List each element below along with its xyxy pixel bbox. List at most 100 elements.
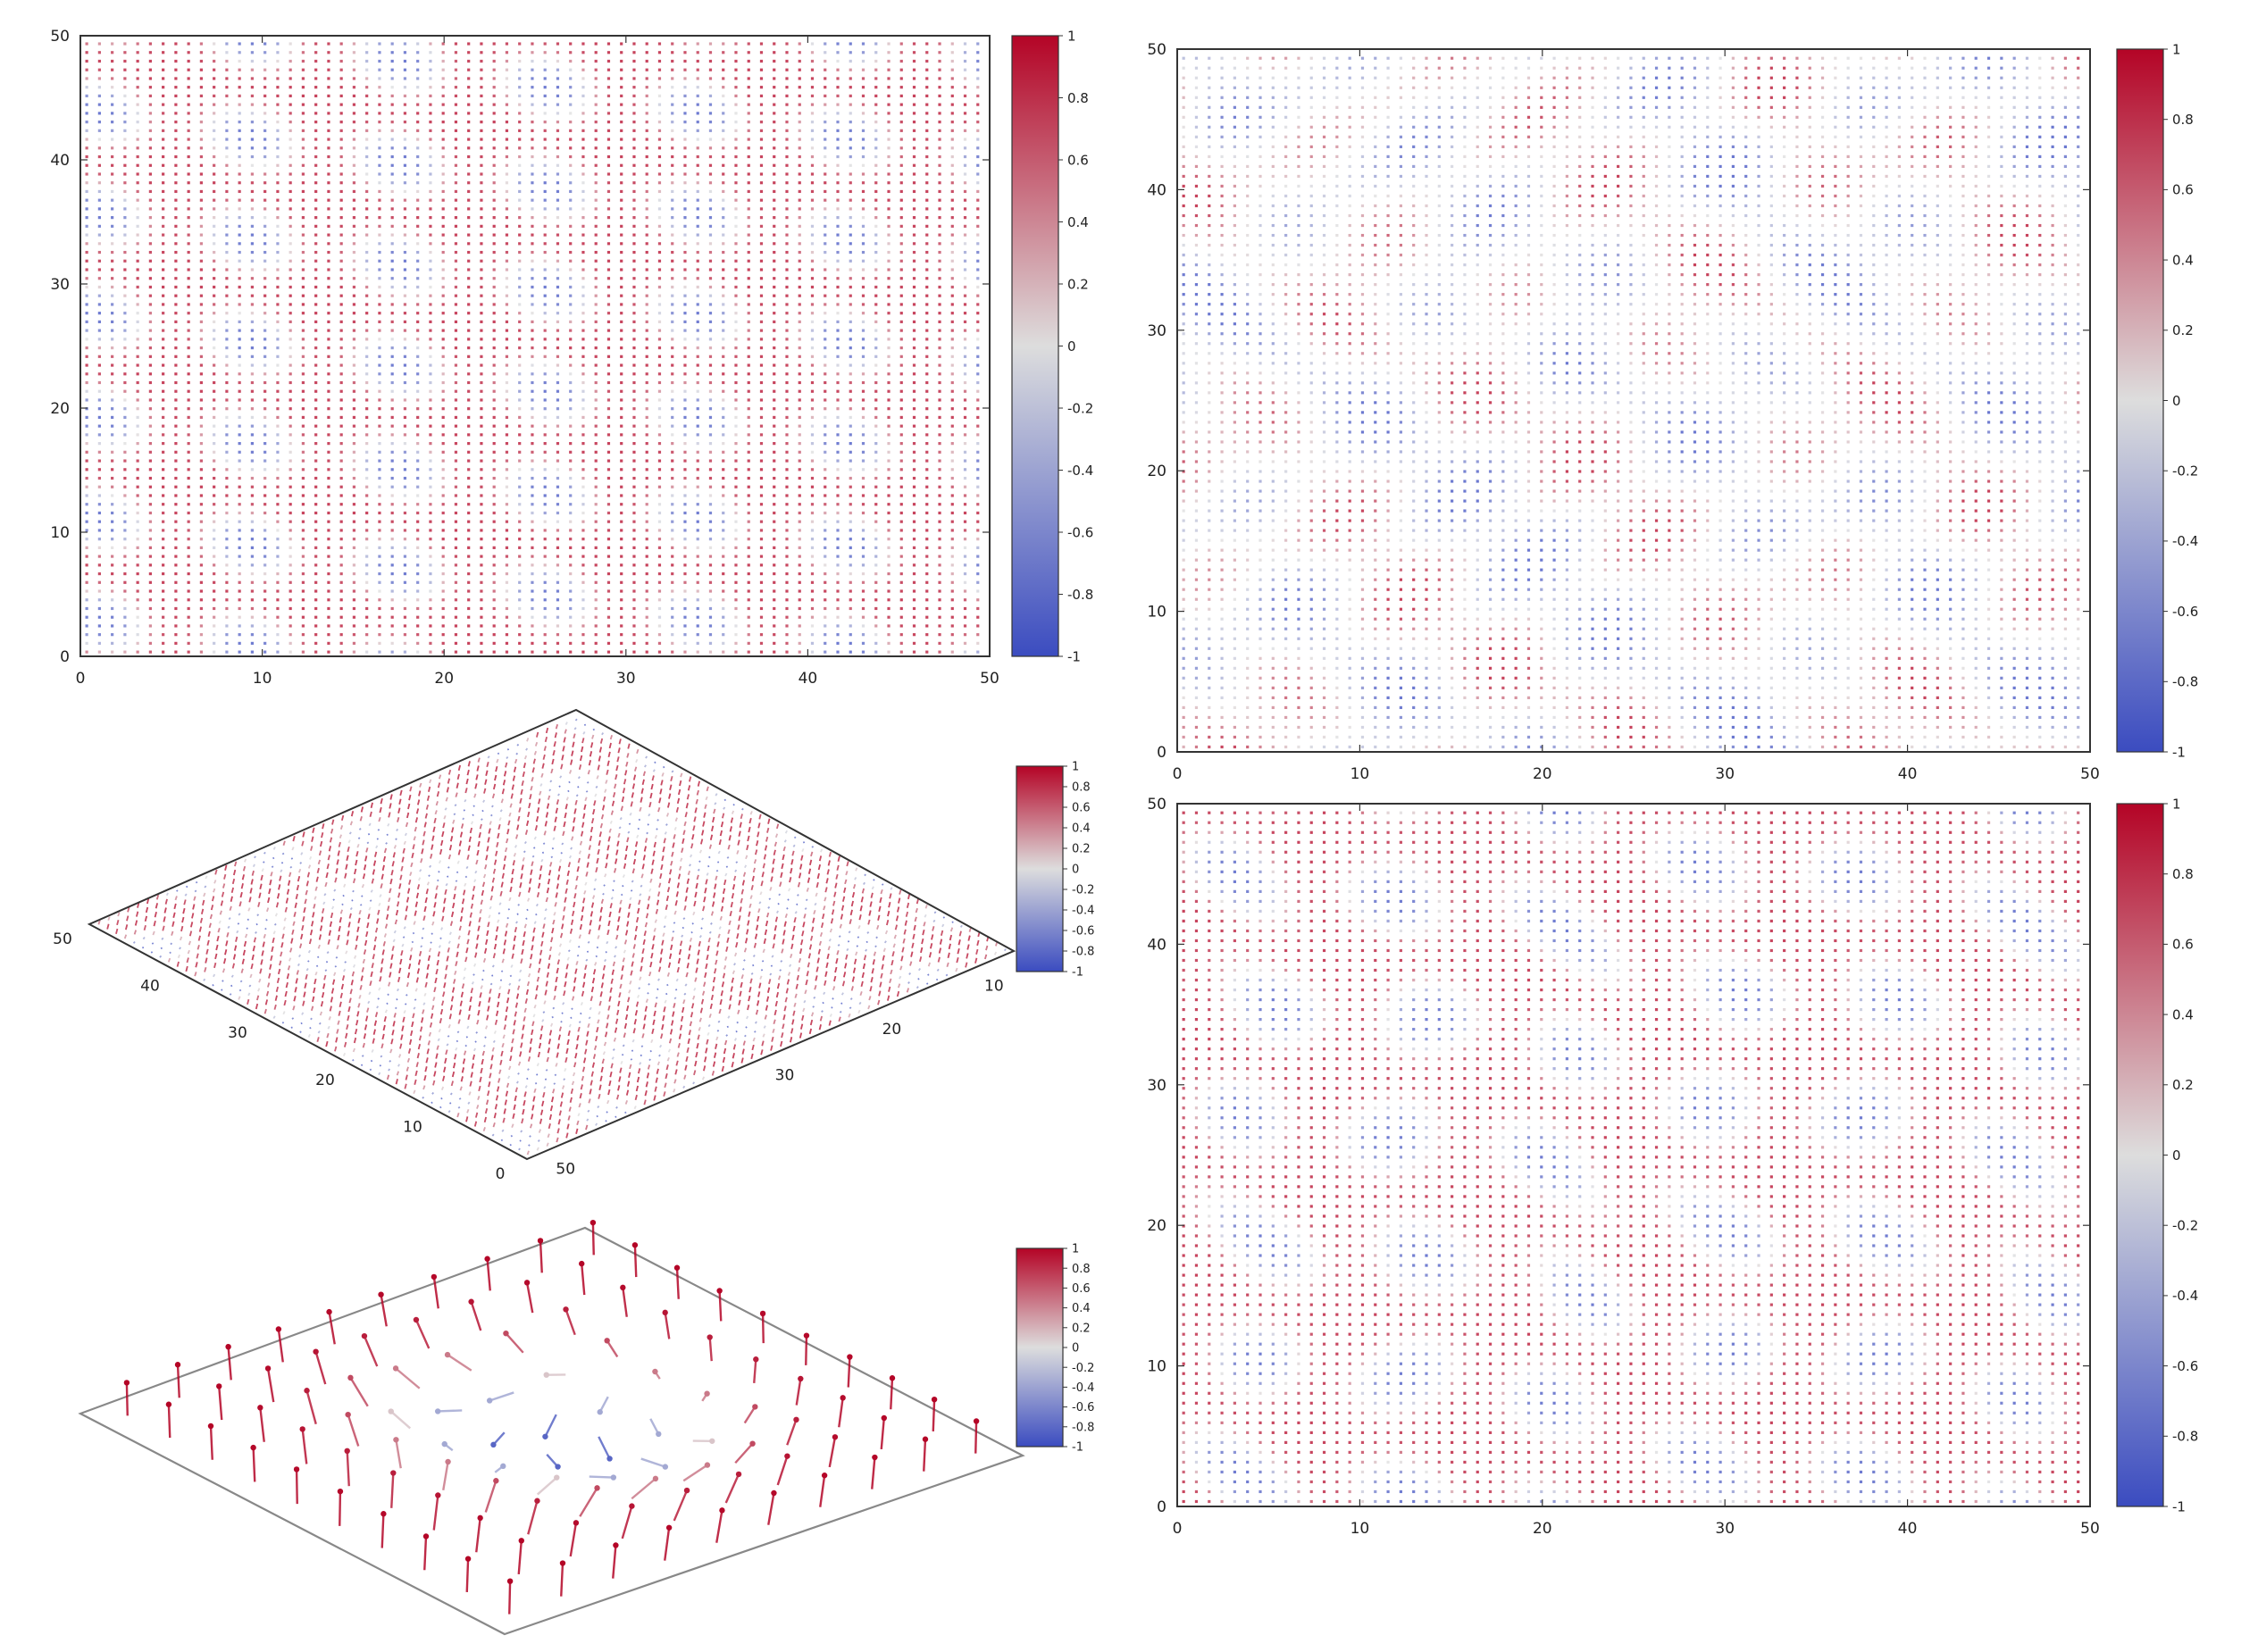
data-point: [708, 459, 713, 463]
data-point: [416, 442, 420, 446]
data-point: [148, 216, 152, 220]
data-point: [887, 615, 891, 619]
data-point: [874, 285, 878, 289]
data-point: [874, 624, 878, 628]
data-point: [429, 380, 432, 385]
data-point: [899, 433, 903, 437]
data-point: [352, 641, 356, 646]
data-point: [798, 580, 801, 584]
data-point: [824, 606, 827, 611]
data-point: [288, 42, 292, 46]
data-point: [874, 459, 878, 463]
data-point: [963, 198, 967, 202]
data-point: [569, 363, 573, 367]
data-point: [950, 442, 954, 446]
data-point: [480, 285, 483, 289]
data-point: [378, 233, 381, 237]
data-point: [925, 77, 929, 80]
data-point: [416, 615, 420, 619]
data-point: [747, 189, 750, 194]
data-point: [85, 589, 88, 593]
data-point: [454, 338, 458, 341]
data-point: [938, 312, 941, 315]
data-point: [250, 520, 255, 523]
data-point: [849, 511, 852, 515]
data-point: [403, 606, 407, 611]
data-point: [352, 580, 356, 584]
data-point: [199, 450, 203, 454]
data-point: [950, 86, 954, 89]
data-point: [810, 450, 815, 454]
data-point: [861, 154, 865, 159]
data-point: [327, 468, 330, 471]
data-point: [480, 268, 483, 271]
data-point: [276, 598, 280, 602]
data-point: [861, 363, 865, 367]
data-point: [759, 494, 764, 497]
data-point: [798, 59, 801, 63]
data-point: [543, 572, 547, 576]
data-point: [569, 650, 573, 654]
data-point: [722, 329, 725, 332]
data-point: [632, 103, 636, 106]
data-point: [403, 589, 407, 593]
data-point: [365, 320, 369, 323]
data-point: [747, 520, 750, 523]
data-point: [454, 77, 458, 80]
data-point: [722, 103, 725, 106]
data-point: [327, 398, 330, 402]
data-point: [148, 372, 152, 376]
data-point: [162, 529, 165, 532]
data-point: [963, 181, 967, 185]
data-point: [759, 355, 764, 358]
data-point: [238, 580, 241, 584]
data-point: [620, 303, 623, 306]
data-point: [963, 485, 967, 488]
data-point: [581, 407, 585, 411]
data-point: [97, 546, 101, 549]
data-point: [390, 216, 394, 220]
data-point: [276, 112, 280, 115]
data-point: [824, 485, 827, 488]
data-point: [620, 415, 623, 420]
data-point: [810, 59, 815, 63]
data-point: [824, 468, 827, 471]
data-point: [938, 242, 941, 246]
data-point: [276, 563, 280, 567]
data-point: [836, 198, 840, 202]
data-point: [874, 154, 878, 159]
data-point: [925, 172, 929, 176]
data-point: [213, 77, 216, 80]
data-point: [136, 407, 139, 411]
data-point: [963, 572, 967, 576]
data-point: [683, 94, 687, 98]
data-point: [722, 51, 725, 54]
data-point: [97, 476, 101, 480]
data-point: [365, 650, 369, 654]
data-point: [441, 606, 445, 611]
data-point: [683, 563, 687, 567]
data-point: [276, 181, 280, 185]
data-point: [416, 546, 420, 549]
data-point: [632, 624, 636, 628]
data-point: [492, 59, 496, 63]
data-point: [620, 624, 623, 628]
data-point: [505, 181, 509, 185]
data-point: [416, 154, 420, 159]
data-point: [339, 146, 343, 150]
data-point: [963, 138, 967, 141]
data-point: [162, 476, 165, 480]
data-point: [925, 121, 929, 124]
data-point: [938, 563, 941, 567]
data-point: [123, 181, 127, 185]
data-point: [213, 121, 216, 124]
data-point: [111, 181, 114, 185]
data-point: [708, 520, 713, 523]
data-point: [632, 615, 636, 619]
data-point: [645, 181, 648, 185]
data-point: [136, 250, 139, 254]
data-point: [148, 650, 152, 654]
data-point: [263, 121, 267, 124]
data-point: [123, 494, 127, 497]
data-point: [696, 355, 699, 358]
